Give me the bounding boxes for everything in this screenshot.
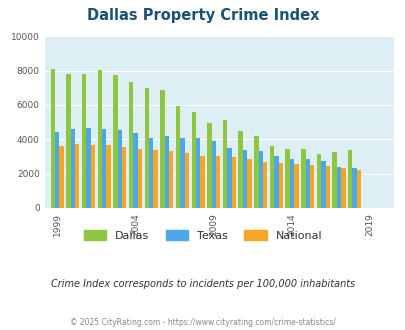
Bar <box>227 148 231 208</box>
Bar <box>59 146 64 208</box>
Legend: Dallas, Texas, National: Dallas, Texas, National <box>79 226 326 245</box>
Bar <box>254 136 258 208</box>
Bar <box>97 70 102 208</box>
Bar <box>133 133 137 208</box>
Bar <box>247 159 251 208</box>
Bar <box>285 149 289 208</box>
Bar <box>113 75 117 208</box>
Bar <box>340 168 345 208</box>
Bar <box>51 69 55 208</box>
Bar <box>336 167 340 208</box>
Bar <box>305 159 309 208</box>
Bar <box>55 132 59 208</box>
Bar <box>168 151 173 208</box>
Bar <box>332 152 336 208</box>
Bar <box>200 155 204 208</box>
Bar <box>144 88 149 208</box>
Bar <box>160 90 164 208</box>
Bar <box>262 162 266 208</box>
Bar <box>196 138 200 208</box>
Bar <box>325 166 329 208</box>
Text: Crime Index corresponds to incidents per 100,000 inhabitants: Crime Index corresponds to incidents per… <box>51 279 354 289</box>
Bar <box>309 165 313 208</box>
Text: Dallas Property Crime Index: Dallas Property Crime Index <box>87 8 318 23</box>
Bar <box>117 130 122 208</box>
Bar <box>86 128 90 208</box>
Bar <box>164 136 168 208</box>
Bar <box>289 159 294 208</box>
Bar <box>269 146 273 208</box>
Bar <box>294 164 298 208</box>
Bar <box>70 129 75 208</box>
Bar <box>75 145 79 208</box>
Bar <box>149 138 153 208</box>
Bar <box>320 161 325 208</box>
Bar <box>352 168 356 208</box>
Bar <box>316 154 320 208</box>
Bar <box>301 149 305 208</box>
Bar <box>347 150 352 208</box>
Bar <box>82 74 86 208</box>
Bar <box>180 138 184 208</box>
Bar <box>175 106 180 208</box>
Bar <box>242 150 247 208</box>
Bar <box>231 157 235 208</box>
Bar <box>90 145 95 208</box>
Bar <box>184 153 189 208</box>
Bar <box>222 120 227 208</box>
Bar <box>238 131 242 208</box>
Bar <box>278 163 282 208</box>
Bar <box>122 147 126 208</box>
Text: © 2025 CityRating.com - https://www.cityrating.com/crime-statistics/: © 2025 CityRating.com - https://www.city… <box>70 318 335 327</box>
Bar <box>137 149 142 208</box>
Bar <box>153 150 157 208</box>
Bar <box>128 82 133 208</box>
Bar <box>273 155 278 208</box>
Bar <box>215 156 220 208</box>
Bar <box>207 123 211 208</box>
Bar <box>211 141 215 208</box>
Bar <box>66 74 70 208</box>
Bar <box>356 170 360 208</box>
Bar <box>102 129 106 208</box>
Bar <box>191 112 196 208</box>
Bar <box>106 145 111 208</box>
Bar <box>258 151 262 208</box>
